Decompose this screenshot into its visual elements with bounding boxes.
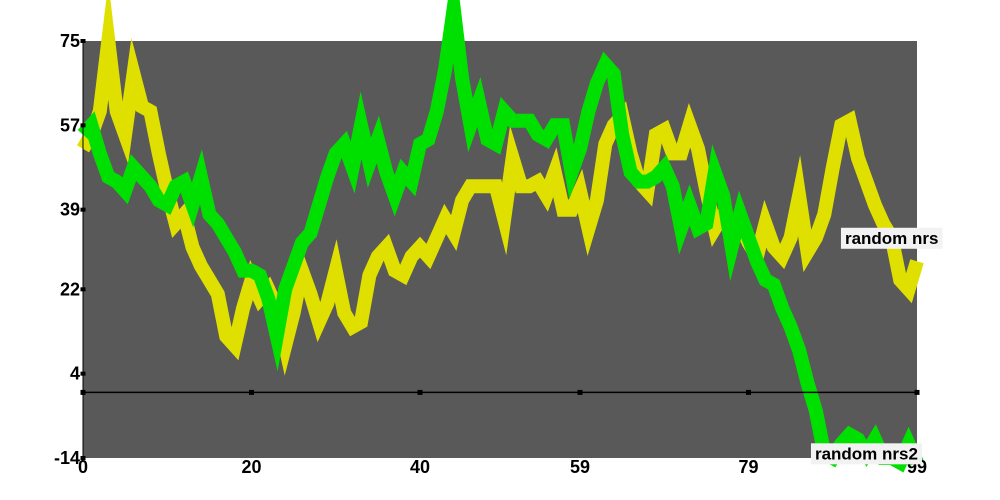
- x-tick-mark: [577, 389, 583, 395]
- x-tick-mark: [746, 389, 752, 395]
- series-label-box: [840, 227, 943, 249]
- y-tick-mark: [80, 287, 86, 292]
- x-tick-label: 40: [410, 457, 430, 477]
- series-label-text: random nrs: [845, 229, 939, 248]
- y-tick-label: 39: [60, 200, 80, 220]
- series-layer: [76, 0, 924, 473]
- y-tick-label: 22: [60, 279, 80, 299]
- series-line-2: [77, 0, 924, 473]
- y-tick-mark: [80, 456, 86, 460]
- x-tick-label: 59: [570, 457, 590, 477]
- y-tick-mark: [80, 371, 86, 376]
- y-tick-label: 75: [60, 31, 80, 51]
- series-label-1: random nrs: [840, 227, 943, 249]
- y-tick-mark: [80, 123, 86, 128]
- x-tick-mark: [80, 389, 86, 395]
- y-tick-mark: [80, 207, 86, 212]
- series-label-box: [810, 443, 922, 465]
- series-label-text: random nrs2: [815, 444, 918, 463]
- y-tick-label: -14: [54, 448, 80, 468]
- series-line-1: [76, 0, 924, 376]
- x-tick-label: 0: [78, 457, 88, 477]
- series-labels: random nrs random nrs2: [810, 227, 943, 465]
- x-tick-label: 79: [738, 457, 758, 477]
- x-tick-mark: [417, 389, 423, 395]
- x-tick-mark: [248, 389, 254, 395]
- x-tick-label: 20: [241, 457, 261, 477]
- y-tick-label: 57: [60, 115, 80, 135]
- y-tick-label: 4: [70, 364, 80, 384]
- y-tick-mark: [80, 39, 86, 43]
- series-label-2: random nrs2: [810, 443, 922, 465]
- x-tick-mark: [914, 389, 920, 395]
